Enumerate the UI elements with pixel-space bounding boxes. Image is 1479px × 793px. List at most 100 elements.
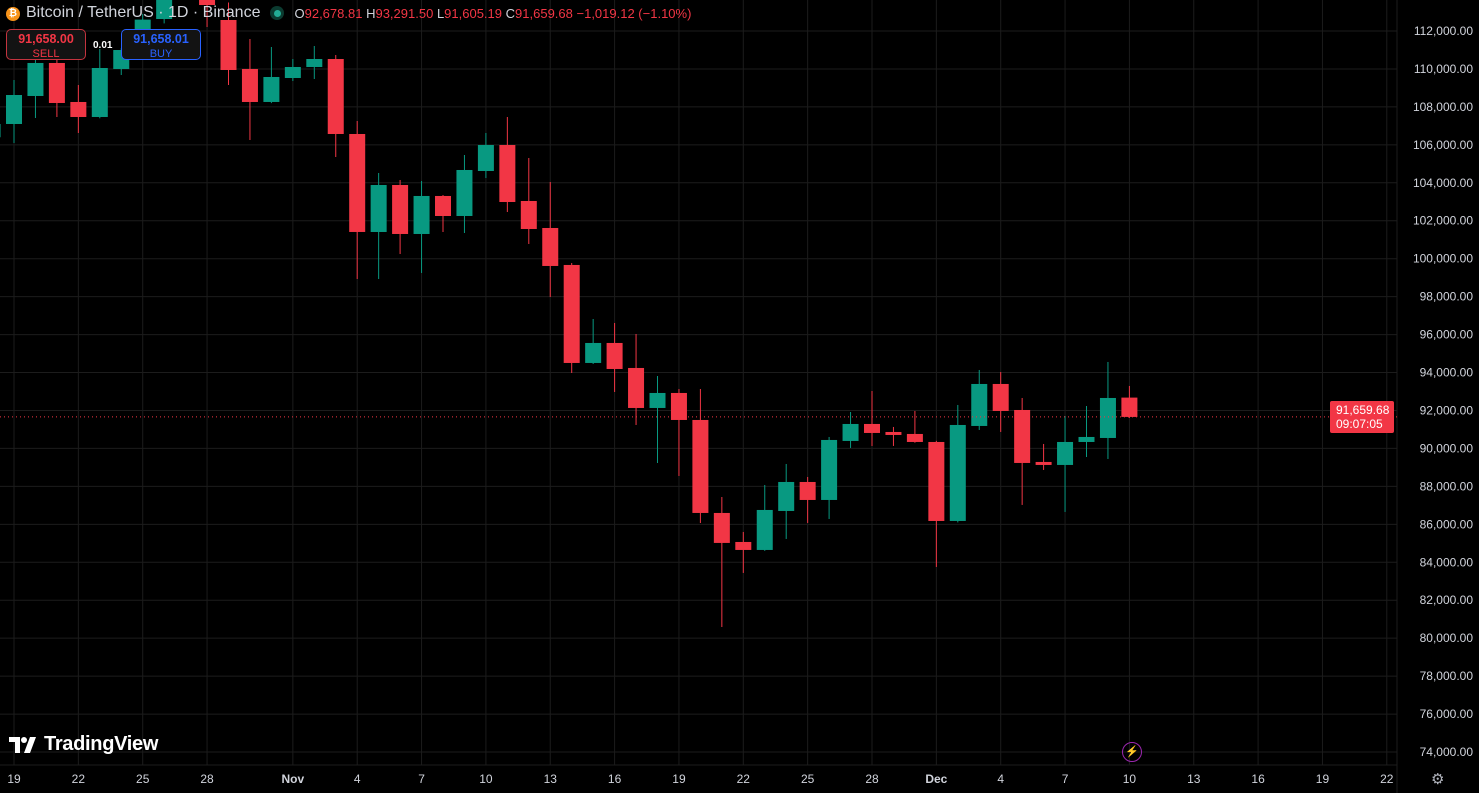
- candle-body: [91, 67, 108, 117]
- price-tick-label: 106,000.00: [1413, 138, 1473, 152]
- time-tick-label: Nov: [282, 772, 305, 786]
- candle-body: [649, 392, 666, 408]
- time-tick-label: 19: [1316, 772, 1330, 786]
- time-tick-label: 16: [1251, 772, 1265, 786]
- candle-body: [1099, 397, 1116, 438]
- candle: [821, 436, 838, 519]
- time-tick-label: 22: [1380, 772, 1394, 786]
- candle: [241, 39, 258, 140]
- candle-body: [263, 76, 280, 102]
- candle: [70, 85, 87, 133]
- price-tick-label: 94,000.00: [1420, 366, 1474, 380]
- candle-body: [821, 439, 838, 500]
- time-tick-label: 4: [997, 772, 1004, 786]
- candle: [6, 79, 22, 143]
- price-tick-label: 112,000.00: [1414, 24, 1473, 38]
- candle: [456, 154, 473, 233]
- open-value: 92,678.81: [304, 5, 363, 21]
- candle-body: [306, 59, 323, 67]
- tradingview-logo[interactable]: TradingView: [9, 733, 158, 756]
- candle-body: [520, 200, 537, 229]
- time-tick-label: 19: [672, 772, 686, 786]
- change-value: −1,019.12 (−1.10%): [576, 5, 692, 21]
- time-tick-label: 7: [1062, 772, 1069, 786]
- candle-body: [6, 94, 22, 124]
- candle-body: [48, 62, 65, 103]
- candle: [563, 262, 580, 373]
- candle-body: [27, 62, 44, 96]
- candle-body: [992, 383, 1009, 411]
- candle: [992, 371, 1009, 432]
- candle: [670, 388, 687, 476]
- price-tick-label: 82,000.00: [1420, 593, 1474, 607]
- price-tick-label: 86,000.00: [1420, 517, 1474, 531]
- candle: [585, 318, 602, 364]
- candle-body: [456, 169, 473, 216]
- candle: [91, 49, 108, 119]
- price-axis[interactable]: 74,000.00 76,000.00 78,000.00 80,000.00 82,0…: [1413, 24, 1473, 759]
- candle: [971, 369, 988, 430]
- candle-body: [284, 66, 301, 78]
- gear-icon[interactable]: ⚙: [1431, 771, 1445, 788]
- last-price-tag: 91,659.68 09:07:05: [1330, 401, 1394, 433]
- candle: [1121, 385, 1138, 418]
- candle: [392, 179, 409, 254]
- candle-body: [1078, 436, 1095, 442]
- price-tick-label: 90,000.00: [1420, 441, 1474, 455]
- price-tick-label: 100,000.00: [1413, 252, 1473, 266]
- candle-body: [563, 264, 580, 363]
- price-tick-label: 88,000.00: [1420, 479, 1474, 493]
- candles: [0, 0, 1138, 627]
- candle-body: [435, 195, 451, 216]
- candle-body: [0, 123, 1, 138]
- candle: [370, 172, 387, 279]
- price-tick-label: 92,000.00: [1420, 403, 1474, 417]
- candle: [928, 440, 945, 567]
- candle-body: [241, 68, 258, 102]
- sell-button[interactable]: 91,658.00 SELL: [6, 29, 86, 60]
- candle-body: [928, 441, 945, 521]
- close-value: 91,659.68: [515, 5, 573, 21]
- candle-body: [1035, 461, 1052, 465]
- candle-body: [477, 144, 494, 171]
- candle-body: [713, 512, 730, 543]
- time-tick-label: 22: [737, 772, 751, 786]
- candle-body: [220, 19, 237, 70]
- symbol-title[interactable]: Bitcoin / TetherUS · 1D · Binance: [26, 4, 261, 21]
- time-axis[interactable]: 19 22 25 28 Nov 4 7 10 13 16 19 22 25 28 Dec 4 7 10 13 16 19…: [7, 772, 1393, 786]
- candle: [48, 49, 65, 117]
- market-open-dot-icon: [270, 6, 285, 20]
- candle-body: [628, 367, 645, 408]
- symbol-header: ₿ Bitcoin / TetherUS · 1D · Binance O92,…: [6, 4, 691, 22]
- price-tick-label: 76,000.00: [1420, 707, 1474, 721]
- candle-body: [499, 144, 516, 202]
- candle: [606, 322, 623, 392]
- candle: [327, 55, 344, 157]
- price-tick-label: 102,000.00: [1413, 214, 1473, 228]
- candle-body: [70, 101, 87, 117]
- spread-value: 0.01: [93, 40, 113, 51]
- low-value: 91,605.19: [444, 5, 503, 21]
- candle-body: [156, 0, 173, 20]
- time-tick-label: 25: [136, 772, 150, 786]
- candle: [885, 426, 902, 446]
- candle: [1078, 405, 1095, 457]
- candle: [499, 116, 516, 212]
- candle-body: [756, 509, 773, 550]
- time-tick-label: Dec: [925, 772, 947, 786]
- candle: [349, 120, 366, 279]
- buy-button[interactable]: 91,658.01 BUY: [121, 29, 201, 60]
- candle: [906, 410, 923, 443]
- price-tick-label: 110,000.00: [1414, 62, 1473, 76]
- time-tick-label: 16: [608, 772, 622, 786]
- candle: [799, 476, 816, 523]
- candle-body: [864, 423, 880, 433]
- candle: [842, 411, 859, 448]
- candle: [756, 484, 773, 551]
- time-tick-label: 28: [200, 772, 214, 786]
- candle-body: [585, 342, 602, 363]
- lightning-icon[interactable]: ⚡: [1122, 742, 1142, 762]
- candle: [220, 2, 237, 86]
- candle: [435, 194, 451, 232]
